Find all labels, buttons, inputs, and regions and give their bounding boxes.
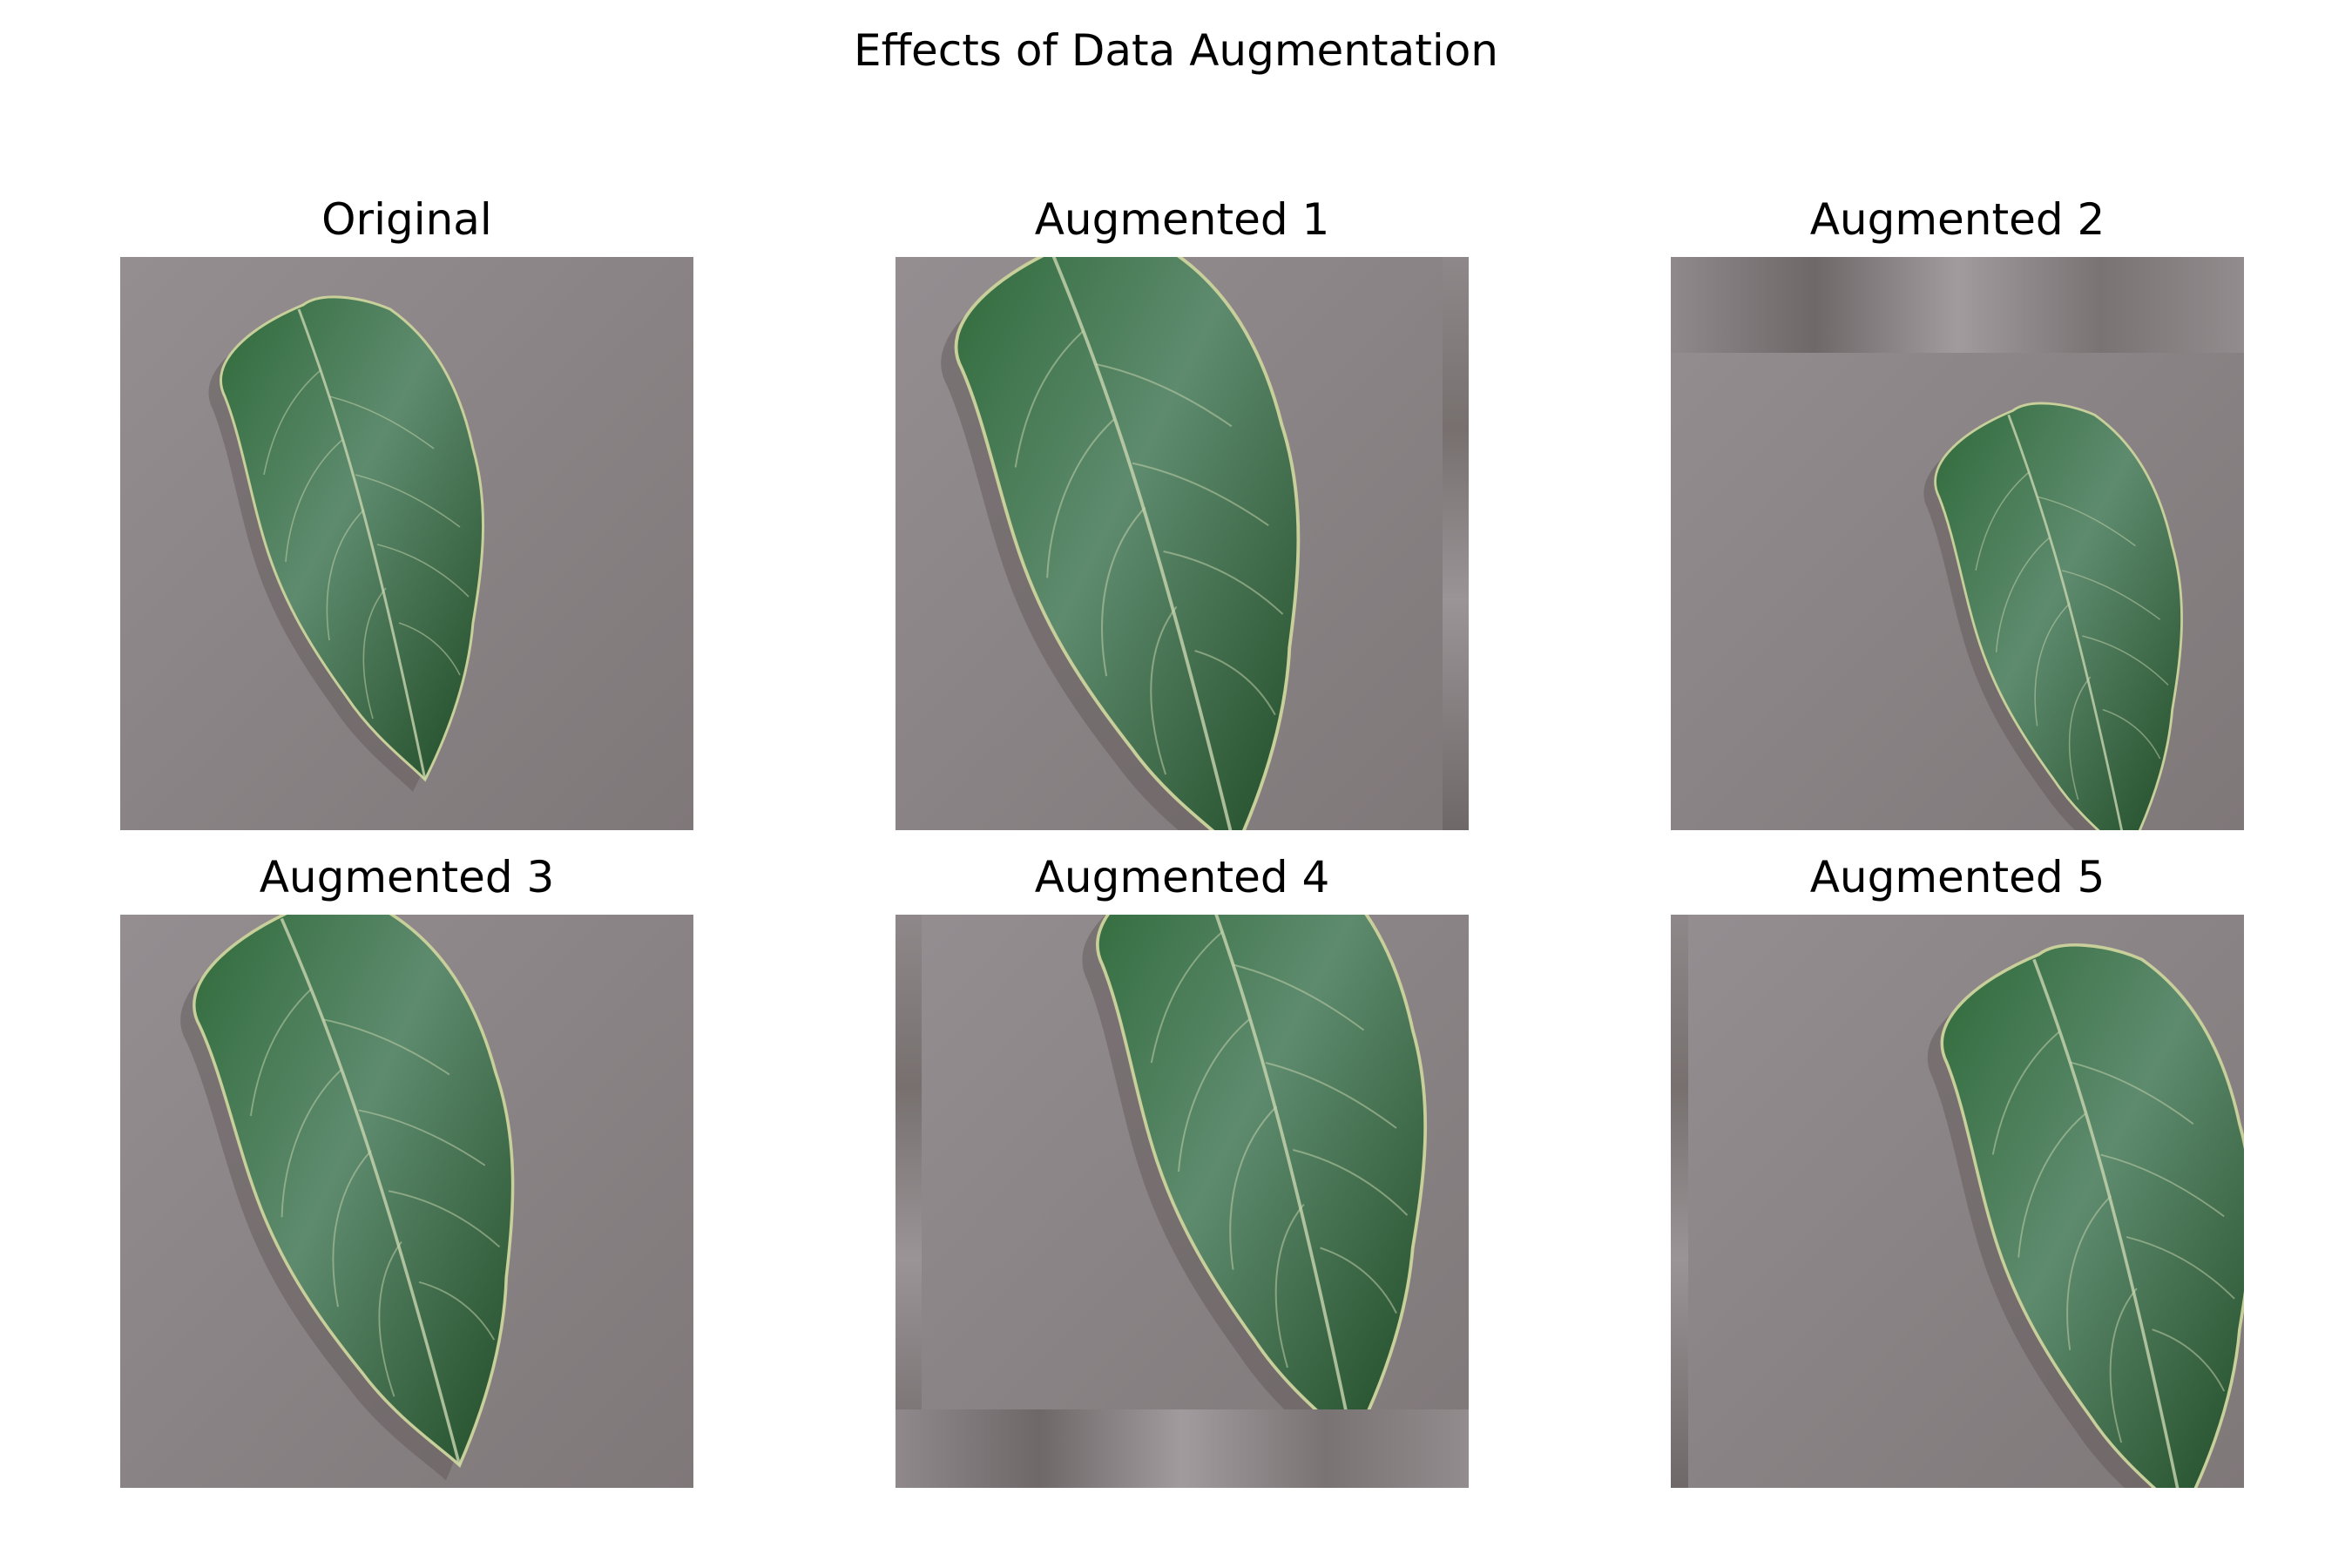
panel-augmented-3 — [120, 915, 693, 1488]
panel-augmented-2 — [1671, 257, 2244, 830]
edge-fill-band — [896, 915, 922, 1488]
leaf-midrib — [2032, 958, 2180, 1488]
leaf-photo-augmented-1 — [896, 257, 1469, 830]
figure-title: Effects of Data Augmentation — [853, 25, 1498, 76]
leaf-midrib — [280, 917, 462, 1466]
leaf-photo-augmented-3 — [120, 915, 693, 1488]
leaf-photo-augmented-5 — [1671, 915, 2244, 1488]
panel-title-augmented-1: Augmented 1 — [1034, 194, 1330, 245]
leaf-photo-augmented-2 — [1671, 257, 2244, 830]
leaf-photo-original — [120, 257, 693, 830]
edge-fill-band — [1671, 915, 1688, 1488]
leaf-midrib — [2007, 414, 2124, 830]
edge-fill-band — [1671, 257, 2244, 353]
panel-original — [120, 257, 693, 830]
edge-fill-band — [896, 1409, 1469, 1488]
panel-augmented-1 — [896, 257, 1469, 830]
panel-augmented-5 — [1671, 915, 2244, 1488]
panel-title-augmented-4: Augmented 4 — [1034, 852, 1330, 902]
leaf-photo-augmented-4 — [896, 915, 1469, 1488]
edge-fill-band — [1443, 257, 1469, 830]
panel-title-augmented-5: Augmented 5 — [1809, 852, 2105, 902]
leaf-midrib — [1051, 257, 1237, 830]
leaf-midrib — [1214, 915, 1355, 1444]
panel-title-augmented-2: Augmented 2 — [1809, 194, 2105, 245]
leaf — [1940, 943, 2244, 1488]
panel-augmented-4 — [896, 915, 1469, 1488]
leaf — [954, 257, 1301, 830]
panel-title-augmented-3: Augmented 3 — [259, 852, 555, 902]
panel-title-original: Original — [321, 194, 492, 245]
leaf-midrib — [297, 308, 427, 781]
